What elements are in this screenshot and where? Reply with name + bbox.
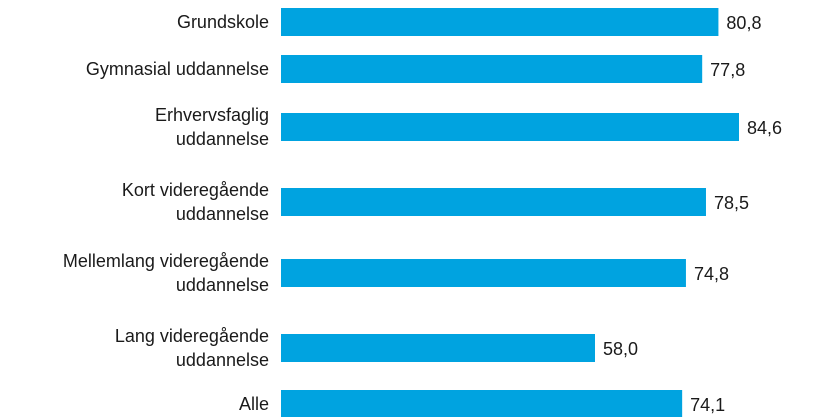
category-label: uddannelse <box>176 275 269 295</box>
category-label: uddannelse <box>176 204 269 224</box>
value-label: 74,1 <box>690 395 725 415</box>
bar <box>281 8 719 36</box>
category-label: uddannelse <box>176 129 269 149</box>
bar <box>281 55 703 83</box>
value-label: 84,6 <box>747 118 782 138</box>
value-label: 74,8 <box>694 264 729 284</box>
category-label: Gymnasial uddannelse <box>86 59 269 79</box>
value-label: 77,8 <box>710 60 745 80</box>
bar <box>281 334 595 362</box>
category-label: uddannelse <box>176 350 269 370</box>
value-label: 58,0 <box>603 339 638 359</box>
bar <box>281 188 706 216</box>
value-label: 78,5 <box>714 193 749 213</box>
category-label: Lang videregående <box>115 326 269 346</box>
bar <box>281 259 686 287</box>
category-label: Kort videregående <box>122 180 269 200</box>
value-label: 80,8 <box>726 13 761 33</box>
category-label: Alle <box>239 394 269 414</box>
category-label: Grundskole <box>177 12 269 32</box>
category-label: Mellemlang videregående <box>63 251 269 271</box>
bar <box>281 113 739 141</box>
category-label: Erhvervsfaglig <box>155 105 269 125</box>
bar <box>281 390 683 417</box>
